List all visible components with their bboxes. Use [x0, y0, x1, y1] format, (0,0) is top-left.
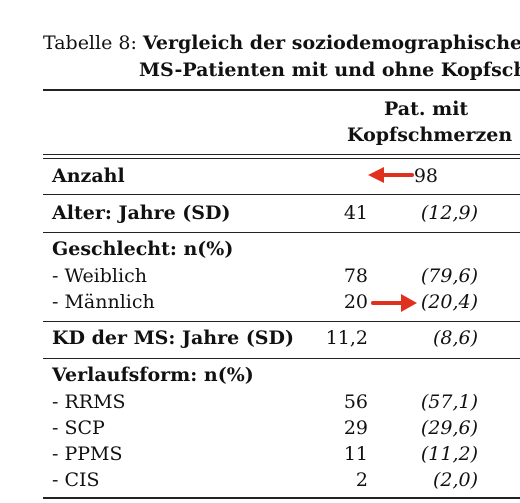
row-percent: (11,2) [420, 443, 478, 465]
table-row-kd: KD der MS: Jahre (SD) 11,2 (8,6) [52, 325, 520, 351]
table-row-verlauf: Verlaufsform: n(%) [52, 362, 520, 388]
top-rule [43, 89, 520, 91]
caption-label: Tabelle 8: [43, 32, 137, 54]
arrow-right-icon [371, 294, 417, 312]
row-count: 41 [343, 202, 368, 224]
header-double-rule-top [43, 154, 520, 155]
row-count: 20 [343, 291, 368, 313]
row-count: 2 [355, 469, 368, 491]
row-label: Verlaufsform: n(%) [52, 364, 254, 386]
row-label: Alter: Jahre (SD) [52, 202, 231, 224]
row-count: 78 [343, 265, 368, 287]
row-label: KD der MS: Jahre (SD) [52, 327, 294, 349]
section-rule [43, 194, 520, 195]
row-count: 56 [343, 391, 368, 413]
arrow-head [368, 167, 384, 183]
caption-line-1: Tabelle 8: Vergleich der soziodemographi… [43, 30, 520, 57]
row-label: Geschlecht: n(%) [52, 238, 234, 260]
row-sd: (8,6) [432, 327, 478, 349]
table-row-cis: - CIS 2 (2,0) [52, 467, 520, 493]
row-label: - CIS [52, 469, 100, 491]
arrow-left-icon [368, 167, 414, 183]
row-percent: (2,0) [432, 469, 478, 491]
row-label: - SCP [52, 417, 105, 439]
row-count: 11 [343, 443, 368, 465]
row-percent: (20,4) [420, 291, 478, 313]
row-label: - Männlich [52, 291, 155, 313]
table-row-maennlich: - Männlich 20 (20,4) [52, 289, 520, 315]
header-double-rule-bottom [43, 158, 520, 159]
table-row-alter: Alter: Jahre (SD) 41 (12,9) [52, 200, 520, 226]
row-count: 29 [343, 417, 368, 439]
row-value: 11,2 [325, 327, 368, 349]
row-label: - RRMS [52, 391, 126, 413]
caption-line-2: MS-Patienten mit und ohne Kopfsch [139, 59, 520, 81]
row-percent: (79,6) [420, 265, 478, 287]
table-caption: Tabelle 8: Vergleich der soziodemographi… [43, 30, 520, 84]
row-label: - Weiblich [52, 265, 147, 287]
bottom-rule [43, 497, 520, 499]
table-row-anzahl: Anzahl 98 [52, 163, 520, 189]
table-row-rrms: - RRMS 56 (57,1) [52, 389, 520, 415]
row-label: Anzahl [52, 165, 125, 187]
table-row-weiblich: - Weiblich 78 (79,6) [52, 263, 520, 289]
row-percent: (57,1) [420, 391, 478, 413]
table-row-ppms: - PPMS 11 (11,2) [52, 441, 520, 467]
caption-title: Vergleich der soziodemographischen [142, 32, 520, 54]
row-count: 98 [413, 165, 438, 187]
column-header-line-2: Kopfschmerzen [347, 124, 513, 146]
column-header-line-1: Pat. mit [384, 98, 469, 120]
table-row-geschlecht: Geschlecht: n(%) [52, 236, 520, 262]
section-rule [43, 358, 520, 359]
section-rule [43, 232, 520, 233]
arrow-head [401, 294, 417, 312]
table-row-scp: - SCP 29 (29,6) [52, 415, 520, 441]
row-percent: (29,6) [420, 417, 478, 439]
row-label: - PPMS [52, 443, 123, 465]
section-rule [43, 321, 520, 322]
row-sd: (12,9) [420, 202, 478, 224]
